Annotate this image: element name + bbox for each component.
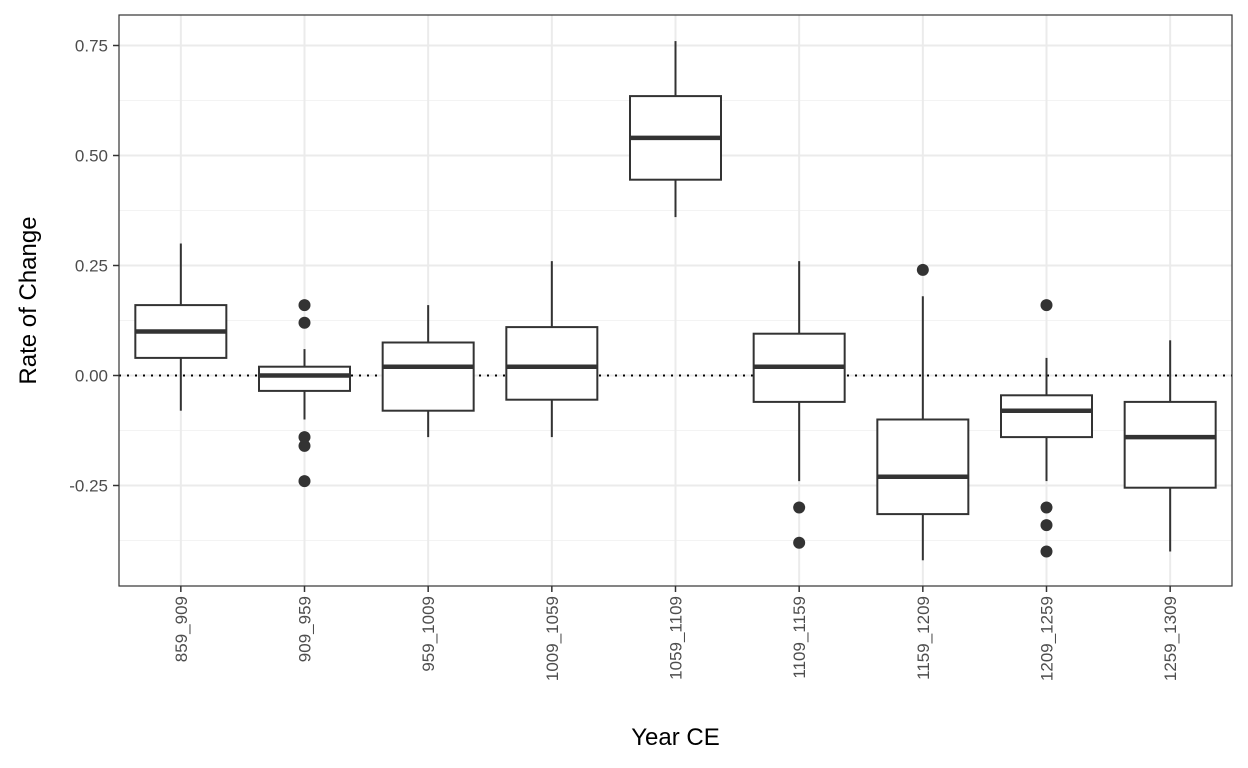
x-axis-title: Year CE <box>631 724 720 751</box>
outlier-point <box>298 431 311 444</box>
outlier-point <box>298 475 311 488</box>
outlier-point <box>1040 519 1053 532</box>
x-tick-label: 909_959 <box>296 596 315 662</box>
x-tick-label: 1009_1059 <box>543 596 562 681</box>
box-group-909_959 <box>258 299 351 488</box>
x-tick-label: 1209_1259 <box>1038 596 1057 681</box>
outlier-point <box>793 536 806 549</box>
outlier-point <box>1040 501 1053 514</box>
box-group-1109_1159 <box>752 261 846 549</box>
box-iqr <box>876 418 970 516</box>
box-group-1159_1209 <box>876 263 970 561</box>
box-group-1009_1059 <box>505 261 599 438</box>
x-tick-label: 1159_1209 <box>914 596 933 680</box>
boxes-layer <box>134 41 1217 561</box>
x-tick-label: 1259_1309 <box>1161 596 1180 681</box>
y-tick-label: 0.75 <box>75 37 108 56</box>
x-tick-label: 859_909 <box>172 596 191 662</box>
outlier-point <box>298 439 311 452</box>
box-group-1059_1109 <box>629 41 722 218</box>
box-iqr <box>381 341 475 412</box>
y-tick-label: 0.25 <box>75 257 108 276</box>
box-group-1209_1259 <box>1000 299 1093 558</box>
x-tick-label: 1059_1109 <box>667 596 686 680</box>
box-group-959_1009 <box>381 305 475 438</box>
x-tick-label: 959_1009 <box>419 596 438 672</box>
box-group-859_909 <box>134 243 228 411</box>
outlier-point <box>1040 545 1053 558</box>
axes-layer: 0.75 0.50 0.25 0.00 -0.25 859_909 909_959 959_1… <box>69 37 1180 682</box>
y-tick-label: 0.50 <box>75 147 108 166</box>
box-iqr <box>505 326 599 401</box>
x-tick-label: 1109_1159 <box>790 596 809 679</box>
box-iqr <box>1123 400 1217 489</box>
box-group-1259_1309 <box>1123 340 1217 552</box>
outlier-point <box>916 263 929 276</box>
y-tick-label: -0.25 <box>69 477 108 496</box>
box-iqr <box>258 365 351 392</box>
outlier-point <box>1040 299 1053 312</box>
y-axis-title: Rate of Change <box>15 216 42 384</box>
y-tick-label: 0.00 <box>75 367 108 386</box>
outlier-point <box>298 299 311 312</box>
box-iqr <box>1000 394 1093 439</box>
outlier-point <box>298 316 311 329</box>
outlier-point <box>793 501 806 514</box>
